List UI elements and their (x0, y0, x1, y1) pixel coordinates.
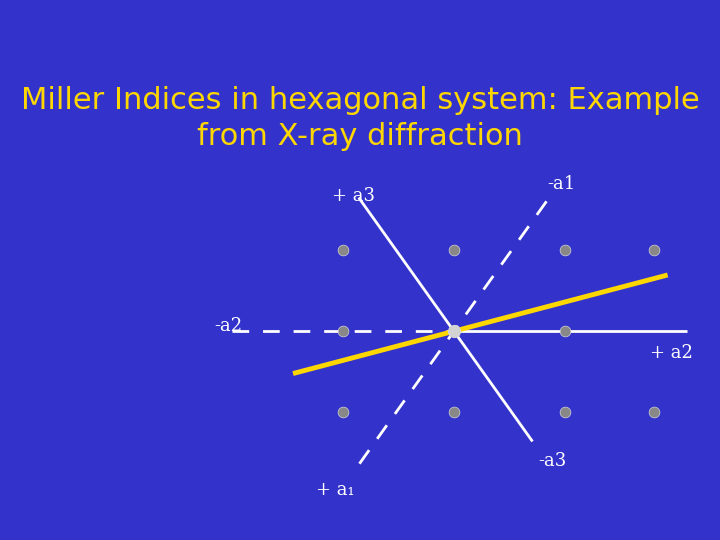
Text: -a2: -a2 (214, 317, 242, 335)
Text: + a2: + a2 (649, 344, 693, 362)
Text: + a₁: + a₁ (316, 481, 355, 498)
Point (648, 408, 660, 416)
Point (559, 408, 571, 416)
Point (448, 246, 459, 254)
Text: -a1: -a1 (547, 174, 575, 193)
Text: -a3: -a3 (539, 452, 567, 470)
Point (559, 327, 571, 335)
Point (648, 246, 660, 254)
Point (559, 246, 571, 254)
Point (448, 327, 459, 335)
Point (337, 408, 348, 416)
Point (337, 246, 348, 254)
Text: Miller Indices in hexagonal system: Example
from X-ray diffraction: Miller Indices in hexagonal system: Exam… (21, 86, 699, 151)
Point (337, 327, 348, 335)
Text: + a3: + a3 (332, 187, 374, 205)
Point (448, 408, 459, 416)
